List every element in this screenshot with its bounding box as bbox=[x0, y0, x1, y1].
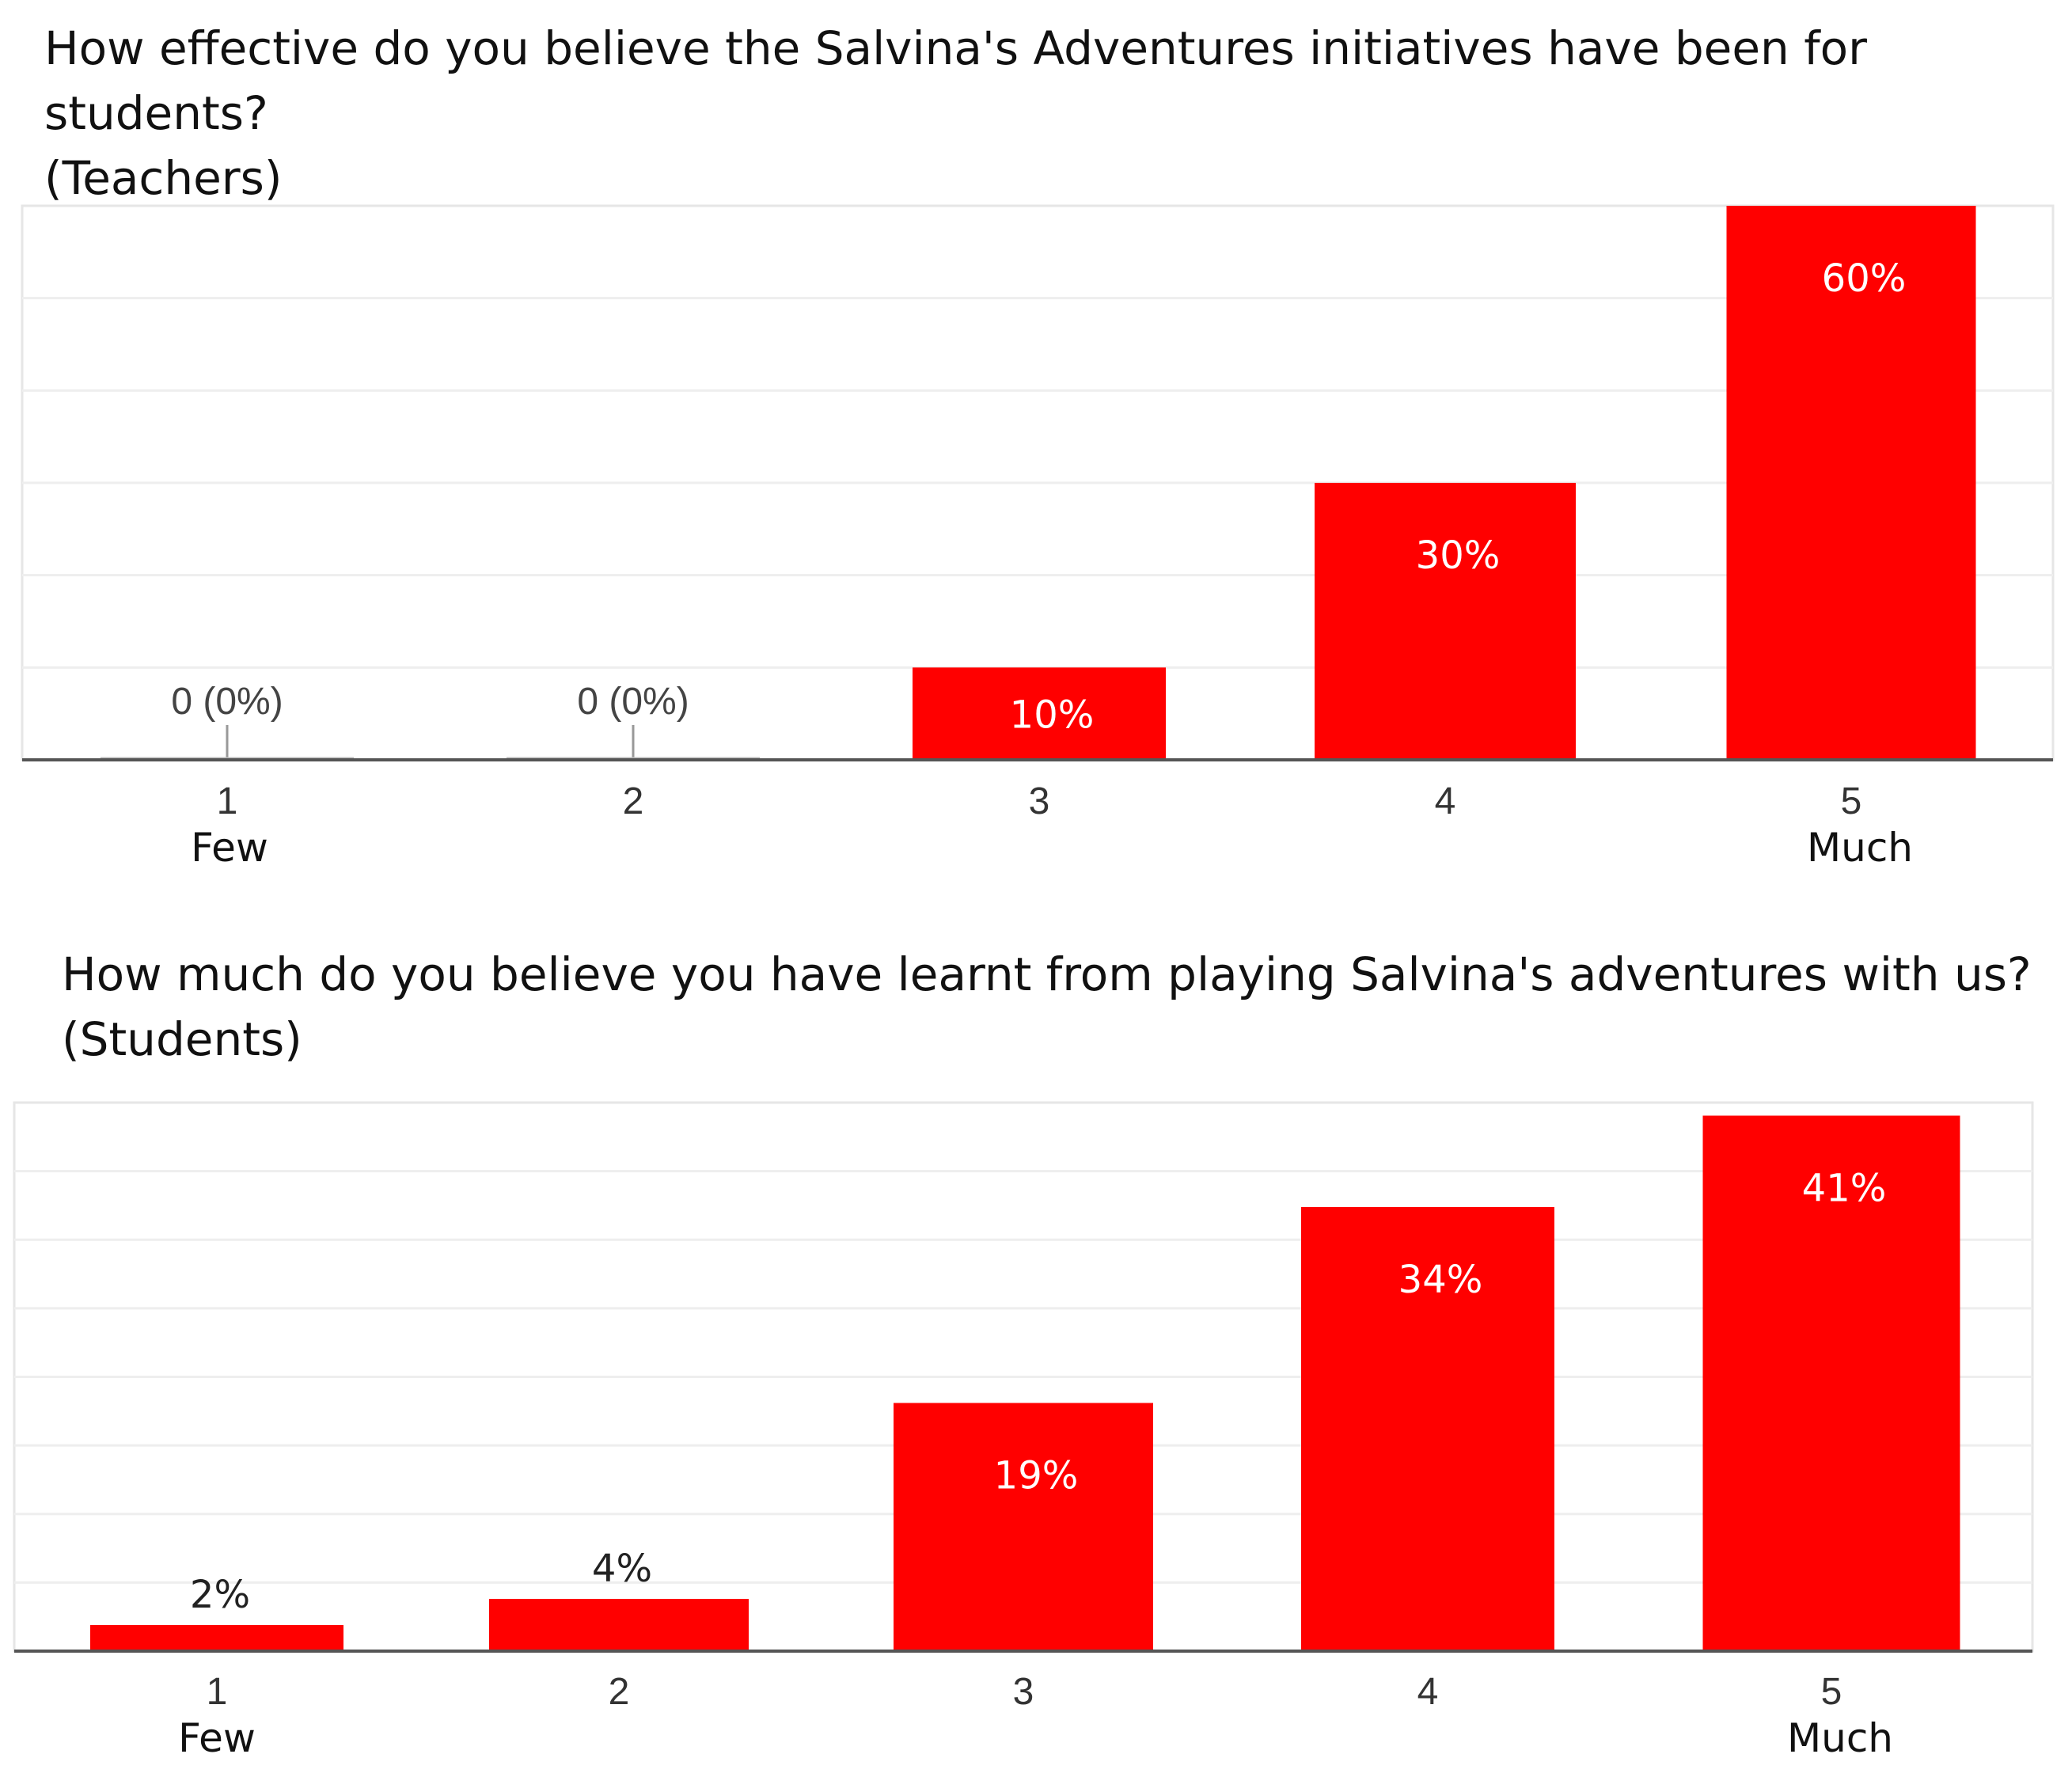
teachers-x-tick-3: 3 bbox=[1029, 780, 1050, 822]
teachers-bar-label-4: 30% bbox=[1416, 533, 1501, 578]
students-bar-3 bbox=[894, 1403, 1153, 1651]
teachers-x-tick-5: 5 bbox=[1841, 780, 1862, 822]
teachers-bar-chart: 0 (0%) 1 0 (0%) 2 10% 3 30% 4 60% 5 Few Much bbox=[21, 204, 2055, 871]
teachers-bar-label-1: 0 (0%) bbox=[171, 681, 283, 723]
teachers-bar-3 bbox=[913, 667, 1166, 760]
students-bar-label-5: 41% bbox=[1802, 1167, 1887, 1211]
teachers-bar-5 bbox=[1726, 206, 1976, 760]
students-bar-label-4: 34% bbox=[1398, 1258, 1483, 1302]
students-bar-label-3: 19% bbox=[994, 1454, 1079, 1498]
teachers-bar-label-5: 60% bbox=[1822, 256, 1907, 301]
students-bar-1 bbox=[90, 1625, 343, 1651]
students-bar-5 bbox=[1702, 1115, 1960, 1651]
students-bar-4 bbox=[1301, 1207, 1554, 1651]
teachers-anchor-low: Few bbox=[191, 825, 268, 871]
teachers-anchor-high: Much bbox=[1807, 825, 1913, 871]
students-x-tick-2: 2 bbox=[609, 1671, 630, 1713]
students-x-tick-4: 4 bbox=[1417, 1671, 1439, 1713]
students-x-tick-3: 3 bbox=[1013, 1671, 1034, 1713]
teachers-x-tick-1: 1 bbox=[217, 780, 238, 822]
students-x-tick-5: 5 bbox=[1821, 1671, 1842, 1713]
teachers-x-tick-2: 2 bbox=[623, 780, 644, 822]
students-chart-title: How much do you believe you have learnt … bbox=[62, 947, 2032, 1066]
teachers-x-tick-4: 4 bbox=[1435, 780, 1456, 822]
teachers-chart-title: How effective do you believe the Salvina… bbox=[44, 21, 1867, 205]
teachers-bar-label-3: 10% bbox=[1010, 693, 1095, 738]
teachers-bar-label-2: 0 (0%) bbox=[577, 681, 689, 723]
students-anchor-low: Few bbox=[178, 1715, 256, 1761]
teachers-bar-4 bbox=[1315, 483, 1576, 760]
students-x-tick-1: 1 bbox=[207, 1671, 228, 1713]
students-bar-2 bbox=[489, 1599, 749, 1651]
students-bar-label-1: 2% bbox=[190, 1573, 250, 1617]
students-bar-label-2: 4% bbox=[592, 1547, 652, 1591]
students-anchor-high: Much bbox=[1787, 1715, 1893, 1761]
